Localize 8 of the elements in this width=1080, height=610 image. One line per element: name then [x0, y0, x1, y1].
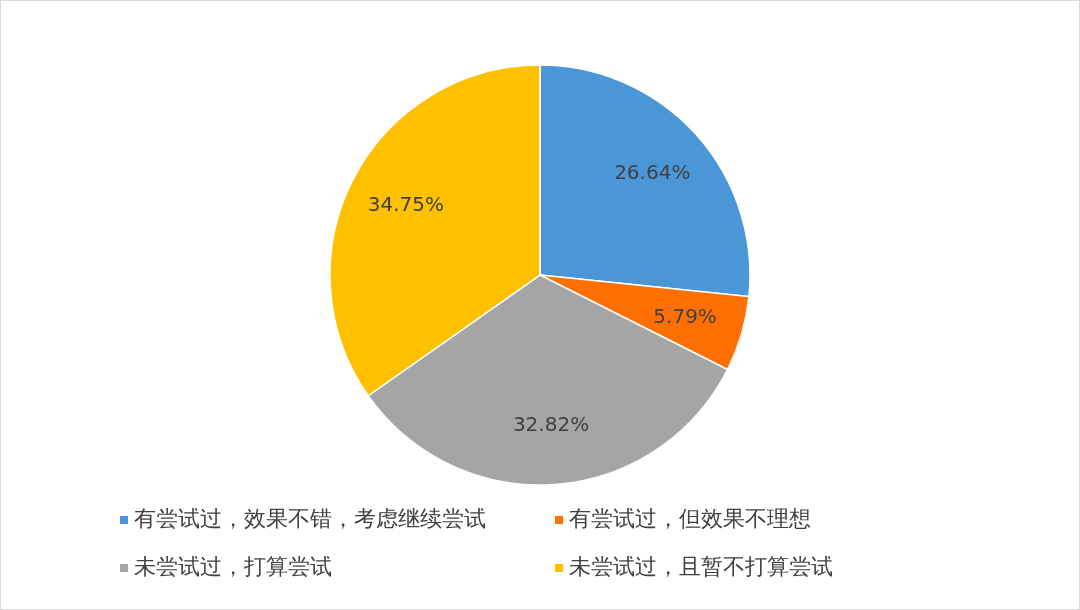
data-label: 26.64% [614, 160, 691, 185]
legend-label: 未尝试过，且暂不打算尝试 [569, 554, 833, 579]
legend-label: 未尝试过，打算尝试 [134, 554, 332, 579]
legend-label: 有尝试过，但效果不理想 [569, 506, 811, 531]
data-label: 32.82% [512, 412, 590, 437]
data-label: 5.79% [653, 304, 717, 328]
data-label: 34.75% [367, 191, 444, 216]
legend-label: 有尝试过，效果不错，考虑继续尝试 [134, 506, 486, 531]
